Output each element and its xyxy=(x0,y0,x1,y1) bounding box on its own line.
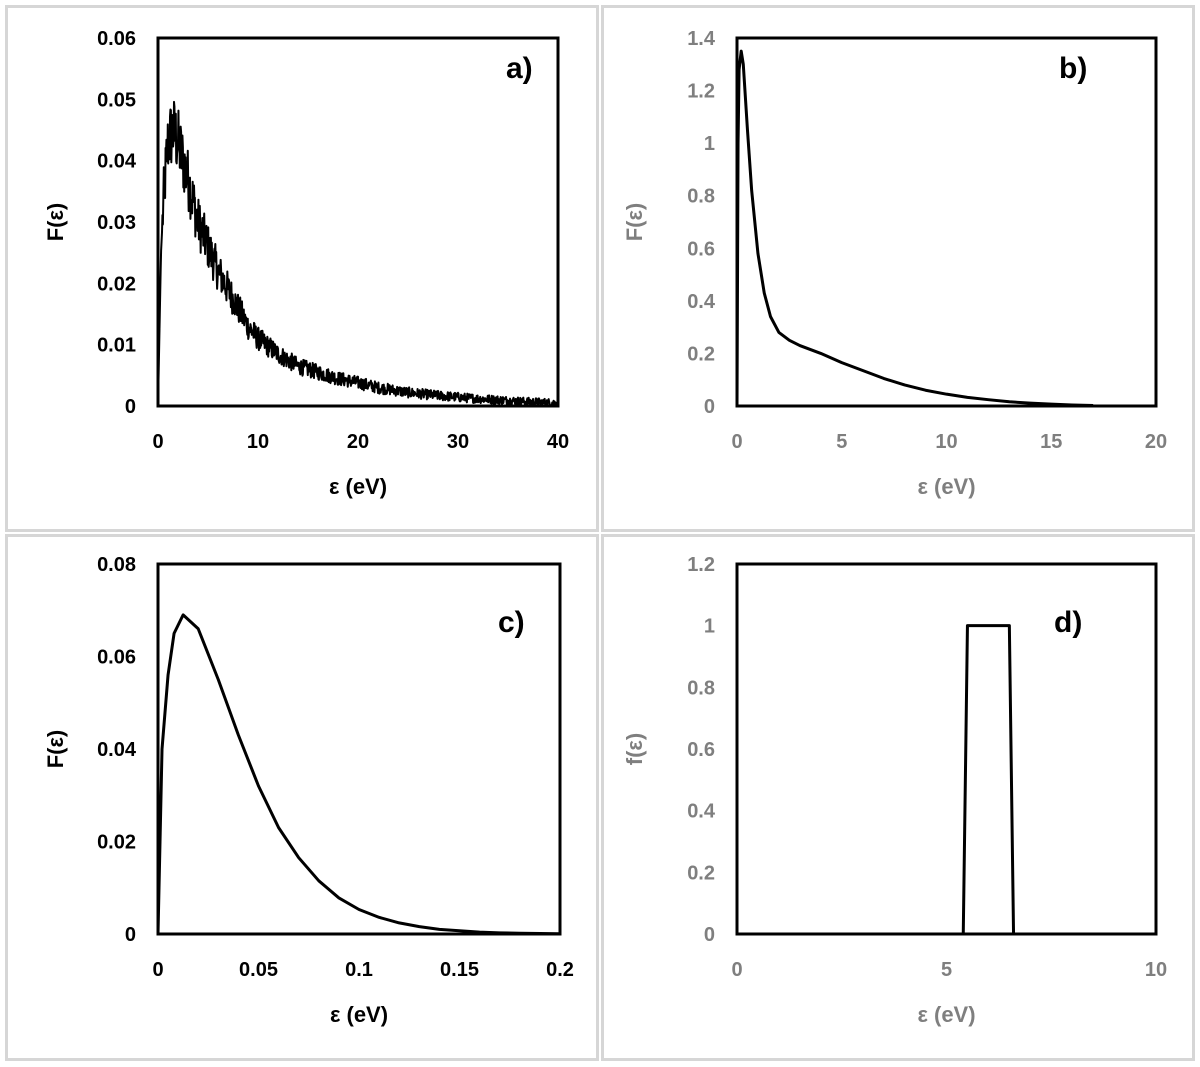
panel-label: a) xyxy=(506,52,533,85)
panel-d: 0 5 10 0 0.2 0.4 0.6 0.8 1 1.2 ε (eV) f(ε) d) xyxy=(601,534,1195,1061)
x-axis-title: ε (eV) xyxy=(330,1002,388,1027)
x-tick-label: 0.05 xyxy=(239,959,278,981)
chart-d: 0 5 10 0 0.2 0.4 0.6 0.8 1 1.2 ε (eV) f(ε) d) xyxy=(622,554,1167,1027)
y-tick-label: 0.06 xyxy=(97,28,136,50)
y-tick-label: 1.2 xyxy=(687,81,715,103)
chart-b: 0 5 10 15 20 0 0.2 0.4 0.6 0.8 1 1.2 1.4 ε (eV) F(ε) b) xyxy=(622,28,1167,499)
y-axis-title: F(ε) xyxy=(43,730,68,769)
plot-frame xyxy=(735,36,1158,408)
x-axis-title: ε (eV) xyxy=(329,474,387,499)
plot-frame xyxy=(156,36,560,408)
y-tick-label: 1 xyxy=(704,133,715,155)
y-tick-label: 0.4 xyxy=(687,801,716,823)
x-tick-label: 10 xyxy=(247,431,269,453)
x-tick-label: 30 xyxy=(447,431,469,453)
y-tick-label: 0 xyxy=(704,924,715,946)
y-tick-label: 0.04 xyxy=(97,739,137,761)
series-line xyxy=(961,624,1016,935)
x-tick-label: 20 xyxy=(347,431,369,453)
y-tick-label: 0 xyxy=(125,924,136,946)
y-tick-label: 0.8 xyxy=(687,677,715,699)
panel-a: 0 10 20 30 40 0 0.01 0.02 0.03 0.04 0.05 0.06 ε (eV)… xyxy=(5,5,599,532)
x-tick-label: 20 xyxy=(1145,431,1167,453)
y-tick-label: 1.2 xyxy=(687,554,715,576)
plot-frame xyxy=(735,562,1158,936)
x-tick-label: 0 xyxy=(731,959,742,981)
x-tick-label: 0.1 xyxy=(345,959,373,981)
y-tick-label: 0.4 xyxy=(687,291,716,313)
x-tick-label: 10 xyxy=(935,431,957,453)
x-axis-title: ε (eV) xyxy=(917,474,975,499)
y-axis-title: F(ε) xyxy=(43,203,68,242)
chart-c: 0 0.05 0.1 0.15 0.2 0 0.02 0.04 0.06 0.08 ε (eV) F(… xyxy=(43,554,574,1027)
series-line xyxy=(156,613,561,936)
y-tick-label: 0.04 xyxy=(97,151,137,173)
y-tick-label: 0 xyxy=(704,396,715,418)
y-tick-label: 0.2 xyxy=(687,862,715,884)
y-tick-label: 0.06 xyxy=(97,647,136,669)
x-tick-label: 0.2 xyxy=(546,959,574,981)
series-line xyxy=(735,49,1094,407)
panel-c: 0 0.05 0.1 0.15 0.2 0 0.02 0.04 0.06 0.08 ε (eV) F(… xyxy=(5,534,599,1061)
chart-a: 0 10 20 30 40 0 0.01 0.02 0.03 0.04 0.05 0.06 ε (eV)… xyxy=(43,28,569,499)
y-tick-label: 0.6 xyxy=(687,238,715,260)
x-tick-label: 10 xyxy=(1145,959,1167,981)
y-tick-label: 0.03 xyxy=(97,212,136,234)
x-tick-label: 15 xyxy=(1040,431,1062,453)
x-tick-label: 0 xyxy=(731,431,742,453)
y-tick-label: 0.2 xyxy=(687,343,715,365)
y-tick-label: 0.6 xyxy=(687,739,715,761)
panel-label: b) xyxy=(1059,52,1087,85)
y-axis-title: F(ε) xyxy=(622,203,647,242)
x-tick-label: 40 xyxy=(547,431,569,453)
x-tick-label: 0.15 xyxy=(440,959,479,981)
plot-frame xyxy=(156,562,562,936)
x-tick-label: 0 xyxy=(152,959,163,981)
y-tick-label: 0 xyxy=(125,396,136,418)
y-tick-label: 0.01 xyxy=(97,335,136,357)
y-axis-title: f(ε) xyxy=(622,733,647,765)
y-tick-label: 0.05 xyxy=(97,89,136,111)
panel-label: d) xyxy=(1054,606,1082,639)
x-tick-label: 5 xyxy=(836,431,847,453)
y-tick-label: 1 xyxy=(704,616,715,638)
y-tick-label: 0.02 xyxy=(97,273,136,295)
series-line xyxy=(157,100,559,407)
panel-label: c) xyxy=(498,606,525,639)
x-axis-title: ε (eV) xyxy=(917,1002,975,1027)
y-tick-label: 0.02 xyxy=(97,832,136,854)
y-tick-label: 0.8 xyxy=(687,186,715,208)
y-tick-label: 0.08 xyxy=(97,554,136,576)
x-tick-label: 0 xyxy=(152,431,163,453)
y-tick-label: 1.4 xyxy=(687,28,716,50)
x-tick-label: 5 xyxy=(941,959,952,981)
panel-b: 0 5 10 15 20 0 0.2 0.4 0.6 0.8 1 1.2 1.4 ε (eV) F(ε) b) xyxy=(601,5,1195,532)
